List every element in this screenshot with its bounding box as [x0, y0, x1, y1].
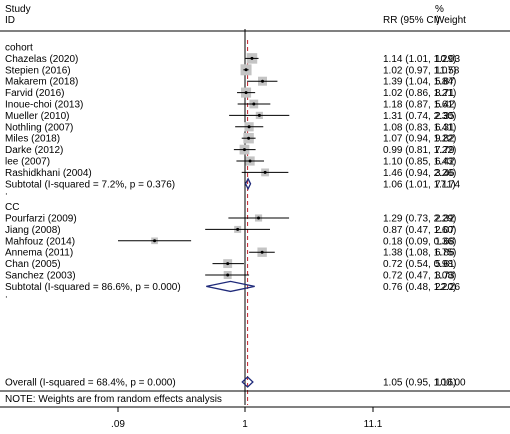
- overall-label: Overall (I-squared = 68.4%, p = 0.000): [5, 378, 176, 389]
- study-point: [257, 216, 261, 220]
- header-study-label: Study: [5, 4, 31, 15]
- study-weight: 2.32: [435, 214, 455, 225]
- study-weight: 2.07: [435, 225, 455, 236]
- header-pct-label: %: [435, 4, 444, 15]
- study-label: Inoue-choi (2013): [5, 100, 83, 111]
- study-ci-text: 0.87 (0.47, 1.60): [383, 225, 456, 236]
- x-tick-label: 1: [242, 419, 248, 430]
- study-ci-text: 1.18 (0.87, 1.61): [383, 100, 456, 111]
- header-weight-label: Weight: [435, 15, 466, 26]
- study-weight: 10.03: [435, 54, 460, 65]
- study-label: Farvid (2016): [5, 88, 64, 99]
- study-label: Darke (2012): [5, 145, 63, 156]
- study-ci-text: 1.07 (0.94, 1.22): [383, 134, 456, 145]
- study-weight: 6.31: [435, 122, 455, 133]
- study-weight: 9.82: [435, 134, 455, 145]
- subtotal-diamond: [206, 280, 255, 293]
- study-ci-text: 0.18 (0.09, 0.36): [383, 236, 456, 247]
- x-tick-label: 11.1: [364, 419, 383, 430]
- study-point: [261, 79, 265, 83]
- subtotal-diamond: [244, 177, 252, 191]
- study-label: Annema (2011): [5, 248, 73, 259]
- study-ci-text: 1.39 (1.04, 1.84): [383, 77, 456, 88]
- study-weight: 5.61: [435, 259, 455, 270]
- study-weight: 3.73: [435, 271, 455, 282]
- study-label: Mueller (2010): [5, 111, 69, 122]
- overall-ci-text: 1.05 (0.95, 1.16): [383, 378, 456, 389]
- weights-note: NOTE: Weights are from random effects an…: [5, 394, 222, 405]
- study-point: [257, 113, 261, 117]
- study-point: [247, 125, 251, 129]
- study-weight: 5.87: [435, 77, 455, 88]
- study-point: [226, 262, 230, 266]
- study-ci-text: 1.10 (0.85, 1.43): [383, 157, 456, 168]
- group-label: cohort: [5, 43, 33, 54]
- study-weight: 1.68: [435, 236, 455, 247]
- subtotal-weight: 22.26: [435, 282, 460, 293]
- study-point: [263, 170, 267, 174]
- study-ci-text: 0.72 (0.54, 0.98): [383, 259, 456, 270]
- study-weight: 3.46: [435, 168, 455, 179]
- study-ci-text: 1.14 (1.01, 1.29): [383, 54, 456, 65]
- overall-weight: 100.00: [435, 378, 466, 389]
- study-label: lee (2007): [5, 157, 50, 168]
- study-label: Makarem (2018): [5, 77, 78, 88]
- header-id-label: ID: [5, 15, 15, 26]
- study-ci-text: 0.99 (0.81, 1.22): [383, 145, 456, 156]
- subtotal-ci-text: 1.06 (1.01, 1.11): [383, 179, 456, 190]
- study-label: Sanchez (2003): [5, 271, 76, 282]
- study-label: Nothling (2007): [5, 122, 73, 133]
- group-separator: .: [5, 289, 8, 300]
- subtotal-ci-text: 0.76 (0.48, 1.20): [383, 282, 456, 293]
- study-point: [153, 239, 157, 243]
- study-ci-text: 1.02 (0.86, 1.21): [383, 88, 456, 99]
- study-point: [250, 56, 254, 60]
- study-point: [247, 136, 251, 140]
- study-weight: 11.58: [435, 65, 460, 76]
- study-ci-text: 0.72 (0.47, 1.08): [383, 271, 456, 282]
- subtotal-label: Subtotal (I-squared = 86.6%, p = 0.000): [5, 282, 181, 293]
- study-point: [226, 273, 230, 277]
- group-separator: .: [5, 187, 8, 198]
- x-tick-label: .09: [111, 419, 125, 430]
- study-label: Pourfarzi (2009): [5, 214, 77, 225]
- study-point: [260, 250, 264, 254]
- study-weight: 6.42: [435, 157, 455, 168]
- study-weight: 5.42: [435, 100, 455, 111]
- study-label: Rashidkhani (2004): [5, 168, 92, 179]
- subtotal-weight: 77.74: [435, 179, 460, 190]
- study-label: Mahfouz (2014): [5, 236, 75, 247]
- overall-diamond: [241, 376, 254, 388]
- study-label: Chan (2005): [5, 259, 61, 270]
- study-weight: 7.79: [435, 145, 455, 156]
- study-ci-text: 1.29 (0.73, 2.29): [383, 214, 456, 225]
- subtotal-label: Subtotal (I-squared = 7.2%, p = 0.376): [5, 179, 175, 190]
- study-ci-text: 1.08 (0.83, 1.41): [383, 122, 456, 133]
- study-point: [242, 148, 246, 152]
- study-label: Chazelas (2020): [5, 54, 78, 65]
- study-label: Stepien (2016): [5, 65, 71, 76]
- study-label: Jiang (2008): [5, 225, 61, 236]
- study-weight: 6.86: [435, 248, 455, 259]
- study-point: [244, 68, 248, 72]
- study-point: [244, 91, 248, 95]
- study-weight: 2.35: [435, 111, 455, 122]
- study-point: [252, 102, 256, 106]
- study-point: [236, 227, 240, 231]
- study-weight: 8.71: [435, 88, 455, 99]
- group-label: CC: [5, 202, 19, 213]
- study-ci-text: 1.38 (1.08, 1.75): [383, 248, 456, 259]
- study-ci-text: 1.02 (0.97, 1.07): [383, 65, 456, 76]
- header-effect-label: RR (95% CI): [383, 15, 440, 26]
- study-point: [248, 159, 252, 163]
- study-label: Miles (2018): [5, 134, 60, 145]
- study-ci-text: 1.46 (0.94, 2.26): [383, 168, 456, 179]
- study-ci-text: 1.31 (0.74, 2.30): [383, 111, 456, 122]
